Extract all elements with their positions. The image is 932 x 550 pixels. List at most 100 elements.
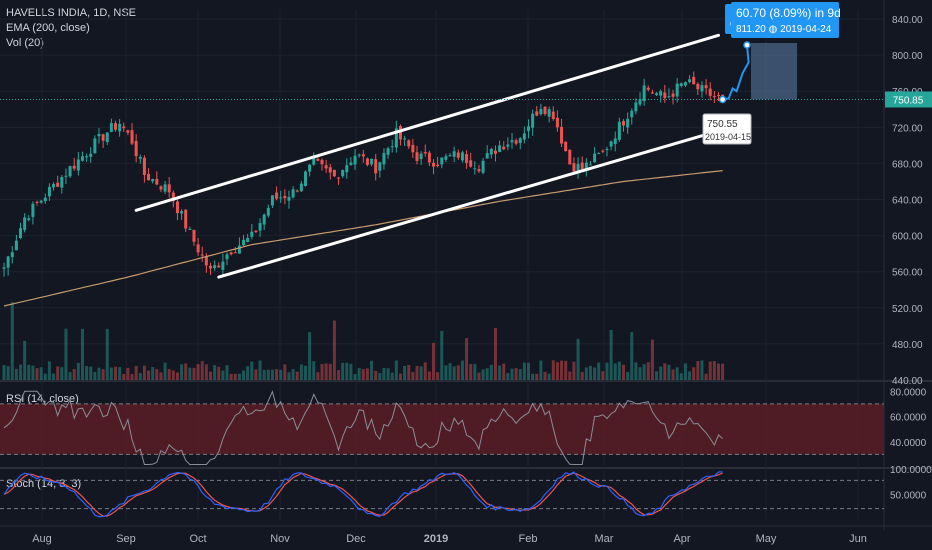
volume-bar	[394, 360, 398, 380]
volume-bars	[2, 302, 725, 380]
volume-bar	[617, 361, 621, 380]
volume-bar	[56, 366, 60, 380]
candle-body	[634, 102, 638, 112]
volume-bar	[299, 364, 303, 380]
volume-bar	[118, 367, 122, 380]
candle-body	[675, 83, 679, 97]
volume-bar	[287, 372, 291, 380]
price-tick-label: 600.00	[892, 232, 923, 243]
volume-bar	[708, 361, 712, 380]
candle-body	[196, 244, 200, 253]
candle-body	[328, 167, 332, 173]
rsi-tick-label: 60.0000	[890, 413, 927, 424]
candle-body	[279, 197, 283, 199]
candle-body	[341, 170, 345, 177]
candle-body	[679, 83, 683, 86]
candle-body	[287, 197, 291, 201]
candle-body	[531, 113, 535, 128]
low-point-price: 750.55	[707, 119, 738, 130]
candle-body	[275, 192, 279, 199]
candle-body	[76, 159, 80, 171]
candle-body	[85, 156, 89, 158]
time-tick-label: Feb	[519, 533, 538, 545]
volume-bar	[601, 371, 605, 380]
volume-bar	[683, 363, 687, 380]
candle-body	[200, 254, 204, 256]
volume-bar	[114, 366, 118, 380]
volume-bar	[250, 361, 254, 380]
candle-body	[118, 123, 122, 132]
volume-bar	[436, 372, 440, 380]
volume-bar	[427, 371, 431, 380]
candle-body	[489, 148, 493, 155]
candle-body	[655, 93, 659, 96]
time-tick-label: Apr	[673, 533, 690, 545]
volume-bar	[547, 373, 551, 380]
volume-bar	[217, 366, 221, 380]
candle-body	[601, 150, 605, 152]
candle-body	[622, 121, 625, 126]
volume-bar	[52, 373, 56, 380]
volume-bar	[560, 360, 564, 380]
volume-bar	[39, 367, 43, 380]
candle-body	[448, 155, 452, 157]
candle-body	[580, 162, 584, 170]
volume-bar	[465, 338, 469, 380]
candle-body	[242, 239, 246, 246]
volume-bar	[415, 366, 419, 380]
candle-body	[229, 252, 233, 255]
candle-body	[295, 190, 299, 192]
candle-body	[180, 211, 184, 214]
candle-body	[167, 184, 171, 193]
time-tick-label: Nov	[270, 533, 290, 545]
volume-bar	[477, 372, 481, 380]
volume-bar	[423, 362, 427, 380]
candle-body	[101, 134, 105, 141]
time-tick-label: 2019	[424, 533, 448, 545]
ema-label: EMA (200, close)	[6, 22, 90, 34]
low-point-tooltip	[702, 113, 752, 145]
candle-body	[374, 159, 378, 174]
volume-bar	[622, 364, 625, 380]
candle-body	[188, 228, 192, 230]
candle-body	[378, 162, 382, 171]
candle-body	[502, 146, 506, 150]
price-axis: 840.00800.00760.00720.00680.00640.00600.…	[885, 15, 932, 502]
rsi-band	[0, 403, 884, 455]
volume-bar	[237, 373, 241, 380]
price-tick-label: 680.00	[892, 159, 923, 170]
candle-body	[27, 218, 31, 220]
projection-tooltip	[731, 2, 839, 38]
candle-body	[712, 96, 716, 98]
candle-body	[630, 110, 634, 118]
candle-body	[584, 162, 588, 170]
candle-body	[688, 79, 692, 83]
volume-bar	[522, 362, 526, 380]
stoch-tick-label: 50.0000	[890, 491, 927, 502]
candle-body	[692, 76, 696, 85]
volume-bar	[448, 363, 452, 380]
candle-body	[23, 217, 27, 230]
volume-bar	[444, 365, 448, 380]
candle-body	[184, 209, 188, 229]
volume-bar	[80, 328, 84, 380]
candle-body	[270, 195, 274, 206]
volume-bar	[572, 361, 576, 380]
candle-body	[642, 85, 646, 102]
candle-body	[671, 93, 675, 97]
candle-body	[593, 153, 597, 163]
volume-bar	[345, 362, 349, 380]
volume-bar	[370, 360, 374, 380]
candle-body	[250, 231, 254, 237]
volume-bar	[93, 372, 97, 380]
volume-bar	[213, 365, 217, 380]
volume-bar	[254, 369, 258, 380]
candle-body	[237, 245, 241, 254]
volume-bar	[361, 369, 365, 380]
volume-bar	[242, 370, 246, 380]
volume-bar	[295, 371, 299, 380]
candle-body	[324, 165, 328, 169]
candle-body	[266, 207, 270, 216]
candle-body	[35, 201, 39, 203]
